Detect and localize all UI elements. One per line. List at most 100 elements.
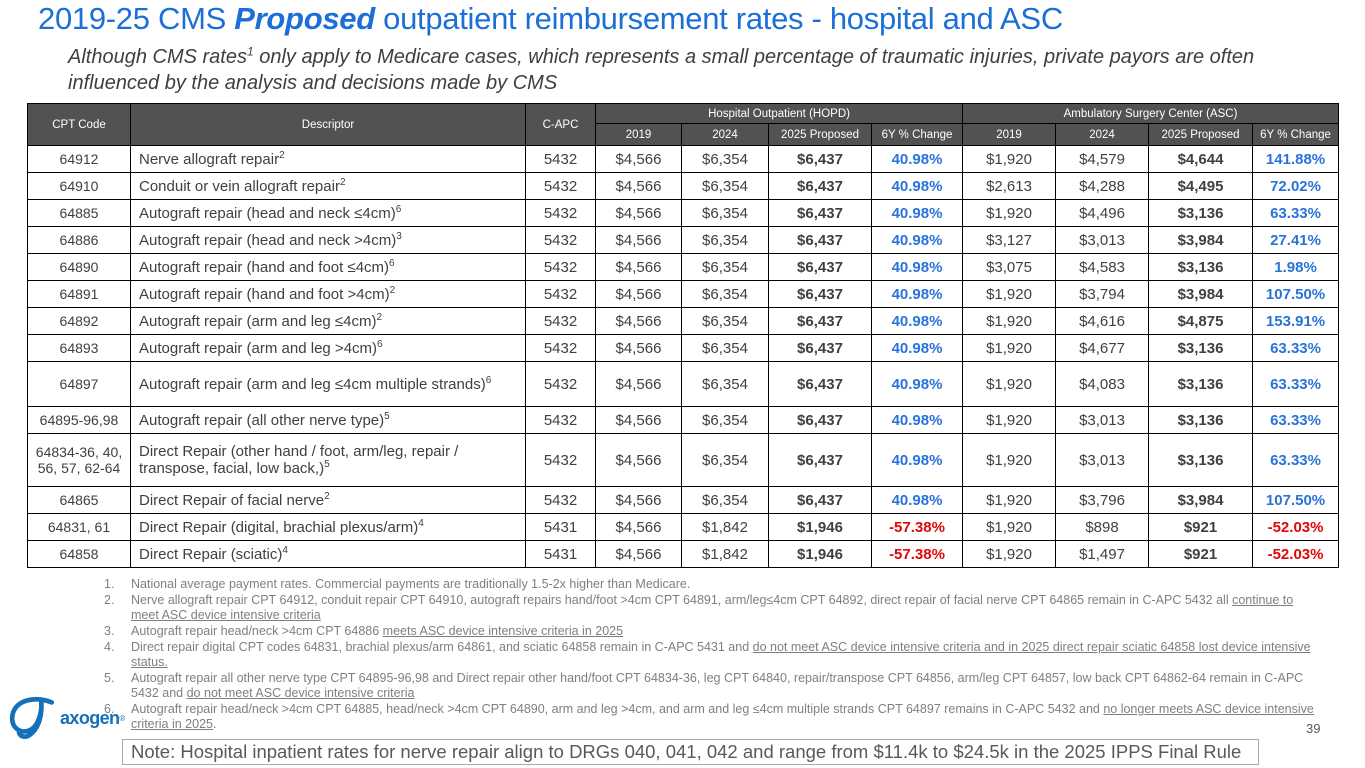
footnote-item: 6. Autograft repair head/neck >4cm CPT 64…	[104, 702, 1320, 732]
title-part1: 2019-25 CMS	[38, 1, 235, 36]
footnote-ref: 2	[279, 149, 285, 161]
cell-c-apc: 5432	[525, 433, 596, 487]
note-box: Note: Hospital inpatient rates for nerve…	[122, 739, 1259, 765]
cell-asc-6y-change: 63.33%	[1252, 334, 1340, 362]
footnote-ref: 6	[485, 374, 492, 386]
cell-hopd-2024: $6,354	[681, 433, 769, 487]
cell-hopd-2025-proposed: $6,437	[768, 433, 872, 487]
cell-asc-6y-change: 63.33%	[1252, 406, 1340, 434]
group-header-hopd: Hospital Outpatient (HOPD)	[594, 103, 964, 124]
cell-asc-2025-proposed: $4,644	[1148, 145, 1254, 173]
footnote-item: 5. Autograft repair all other nerve type …	[104, 671, 1320, 701]
cell-c-apc: 5432	[525, 486, 596, 514]
cell-cpt-code: 64885	[27, 199, 131, 227]
cell-asc-6y-change: 107.50%	[1252, 486, 1340, 514]
cell-asc-2024: $4,677	[1055, 334, 1150, 362]
cell-cpt-code: 64897	[27, 361, 131, 407]
footnote-number: 4.	[104, 640, 115, 654]
cell-cpt-code: 64893	[27, 334, 131, 362]
cell-hopd-2024: $6,354	[681, 199, 769, 227]
footnote-text: National average payment rates. Commerci…	[131, 577, 691, 591]
cell-asc-2025-proposed: $4,875	[1148, 307, 1254, 335]
col-header-descriptor: Descriptor	[130, 103, 526, 146]
cell-asc-2019: $1,920	[962, 486, 1057, 514]
footnote-text: Direct repair digital CPT codes 64831, b…	[131, 640, 1311, 669]
cell-descriptor: Direct Repair of facial nerve2	[130, 486, 526, 514]
table-row: 64885 Autograft repair (head and neck ≤4c…	[27, 199, 1340, 227]
footnote-text: Autograft repair head/neck >4cm CPT 6488…	[131, 702, 1314, 731]
cell-cpt-code: 64891	[27, 280, 131, 308]
cell-hopd-6y-change: 40.98%	[870, 307, 964, 335]
col-header-hopd-2019: 2019	[595, 123, 682, 146]
axogen-logo-icon	[9, 697, 55, 740]
cell-hopd-6y-change: 40.98%	[870, 334, 964, 362]
cell-asc-6y-change: 27.41%	[1252, 226, 1340, 254]
cell-asc-6y-change: 63.33%	[1252, 433, 1340, 487]
footnote-ref: 6	[395, 203, 402, 215]
cell-descriptor: Autograft repair (head and neck ≤4cm)6	[130, 199, 526, 227]
rates-table: CPT Code Descriptor C-APC Hospital Outpa…	[27, 103, 1340, 568]
cell-hopd-2025-proposed: $1,946	[768, 540, 872, 568]
cell-descriptor: Conduit or vein allograft repair2	[130, 172, 526, 200]
footnote-ref: 4	[282, 544, 288, 556]
cell-asc-6y-change: 141.88%	[1252, 145, 1340, 173]
cell-cpt-code: 64865	[27, 486, 131, 514]
cell-hopd-2025-proposed: $6,437	[768, 280, 872, 308]
subtitle: Although CMS rates1 only apply to Medica…	[68, 44, 1313, 97]
cell-asc-2019: $1,920	[962, 280, 1057, 308]
cell-cpt-code: 64892	[27, 307, 131, 335]
cell-hopd-2024: $1,842	[681, 513, 769, 541]
cell-c-apc: 5432	[525, 334, 596, 362]
footnote-number: 5.	[104, 671, 115, 685]
subtitle-part2: only apply to Medicare cases, which repr…	[68, 46, 1255, 95]
cell-asc-2024: $4,579	[1055, 145, 1150, 173]
cell-asc-6y-change: 72.02%	[1252, 172, 1340, 200]
cell-asc-2024: $3,796	[1055, 486, 1150, 514]
cell-descriptor: Direct Repair (sciatic)4	[130, 540, 526, 568]
cell-asc-2024: $4,083	[1055, 361, 1150, 407]
cell-asc-2025-proposed: $921	[1148, 513, 1254, 541]
cell-asc-6y-change: 1.98%	[1252, 253, 1340, 281]
footnote-ref: 2	[324, 490, 330, 502]
cell-asc-2025-proposed: $3,984	[1148, 226, 1254, 254]
cell-asc-2024: $3,013	[1055, 226, 1150, 254]
cell-cpt-code: 64910	[27, 172, 131, 200]
footnote-ref: 5	[324, 459, 330, 470]
cell-asc-2019: $2,613	[962, 172, 1057, 200]
cell-hopd-2025-proposed: $6,437	[768, 334, 872, 362]
cell-hopd-2019: $4,566	[595, 540, 682, 568]
cell-descriptor: Autograft repair (all other nerve type)5	[130, 406, 526, 434]
cell-asc-2019: $3,127	[962, 226, 1057, 254]
cell-hopd-6y-change: -57.38%	[870, 513, 964, 541]
footnote-ref: 6	[377, 338, 383, 350]
cell-hopd-2025-proposed: $1,946	[768, 513, 872, 541]
cell-descriptor: Autograft repair (arm and leg ≤4cm multi…	[130, 361, 526, 407]
col-header-asc-6y-change: 6Y % Change	[1252, 123, 1340, 146]
cell-hopd-2024: $1,842	[681, 540, 769, 568]
footnote-ref: 4	[418, 517, 424, 529]
cell-c-apc: 5432	[525, 145, 596, 173]
cell-hopd-2024: $6,354	[681, 334, 769, 362]
cell-asc-2024: $4,496	[1055, 199, 1150, 227]
cell-asc-2025-proposed: $921	[1148, 540, 1254, 568]
cell-asc-2019: $3,075	[962, 253, 1057, 281]
table-row: 64897 Autograft repair (arm and leg ≤4cm …	[27, 361, 1340, 407]
cell-hopd-6y-change: 40.98%	[870, 253, 964, 281]
cell-asc-2025-proposed: $3,136	[1148, 361, 1254, 407]
cell-hopd-2019: $4,566	[595, 361, 682, 407]
cell-asc-2024: $898	[1055, 513, 1150, 541]
group-header-asc: Ambulatory Surgery Center (ASC)	[962, 103, 1340, 124]
cell-asc-2025-proposed: $3,136	[1148, 334, 1254, 362]
cell-cpt-code: 64858	[27, 540, 131, 568]
page-title: 2019-25 CMS Proposed outpatient reimburs…	[38, 1, 1063, 37]
cell-hopd-2025-proposed: $6,437	[768, 361, 872, 407]
cell-c-apc: 5431	[525, 540, 596, 568]
col-header-hopd-2025-proposed: 2025 Proposed	[768, 123, 872, 146]
cell-c-apc: 5432	[525, 172, 596, 200]
footnote-ref: 2	[376, 311, 383, 323]
table-row: 64831, 61 Direct Repair (digital, brachia…	[27, 513, 1340, 541]
footnote-number: 3.	[104, 624, 115, 638]
footnote-ref: 3	[396, 230, 402, 242]
cell-asc-2024: $1,497	[1055, 540, 1150, 568]
cell-hopd-2025-proposed: $6,437	[768, 172, 872, 200]
